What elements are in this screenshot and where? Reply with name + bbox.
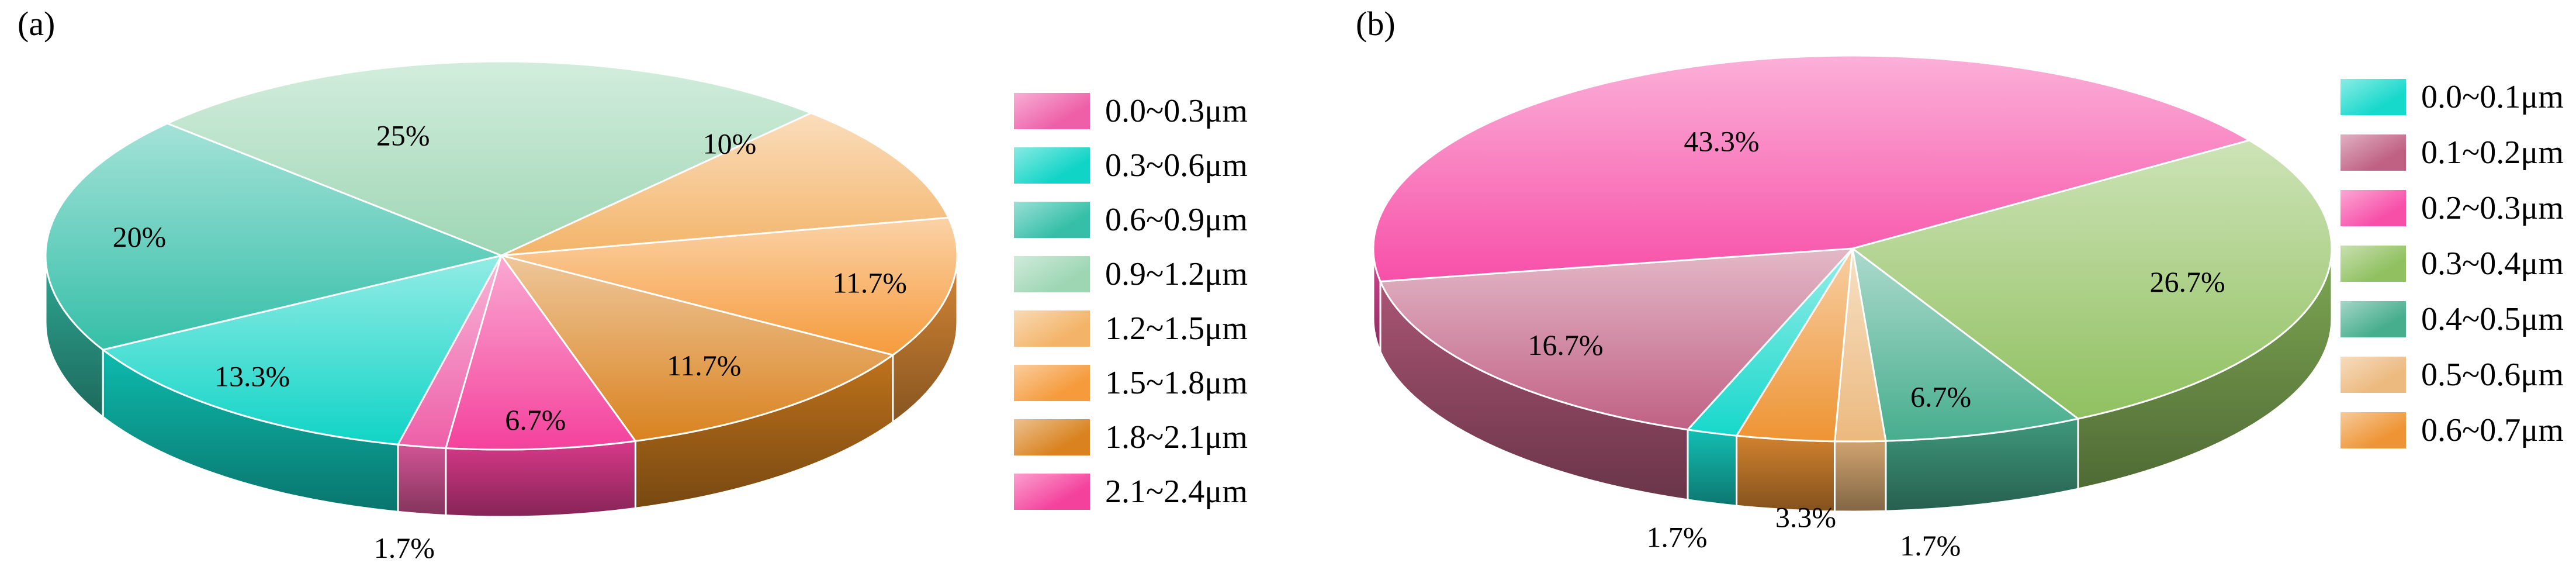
legend-item: 0.6~0.9μm: [1014, 192, 1248, 247]
pie-slice: [102, 254, 503, 446]
pie-slice: [1372, 54, 2250, 282]
legend-item: 0.5~0.6μm: [2340, 347, 2564, 402]
legend-a: 0.0~0.3μm 0.3~0.6μm 0.6~0.9μm 0.9~1.2μm 1.2~…: [1014, 84, 1248, 519]
legend-label: 0.5~0.6μm: [2421, 356, 2564, 393]
pie-slice-side: [1736, 434, 1836, 513]
legend-swatch: [1014, 473, 1090, 510]
legend-item: 0.0~0.3μm: [1014, 84, 1248, 138]
slice-label: 6.7%: [505, 403, 566, 436]
legend-label: 0.6~0.9μm: [1105, 201, 1248, 238]
legend-item: 0.0~0.1μm: [2340, 69, 2564, 125]
slice-label: 1.7%: [374, 531, 435, 564]
pie-slice: [445, 254, 636, 451]
pie-slice-side: [445, 440, 636, 518]
pie-slice: [500, 254, 894, 442]
legend-item: 0.2~0.3μm: [2340, 180, 2564, 236]
slice-label: 3.3%: [1775, 501, 1836, 534]
legend-label: 0.0~0.3μm: [1105, 92, 1248, 129]
legend-swatch: [2340, 412, 2406, 448]
legend-item: 0.1~0.2μm: [2340, 125, 2564, 180]
legend-item: 1.8~2.1μm: [1014, 410, 1248, 464]
legend-item: 1.5~1.8μm: [1014, 355, 1248, 410]
pie-slice: [1736, 247, 1854, 443]
pie-chart-b: 1.7% 16.7% 43.3% 26.7% 6.7% 1.7% 3.3%: [1372, 54, 2333, 562]
legend-swatch: [1014, 364, 1090, 401]
legend-swatch: [1014, 419, 1090, 455]
pie-slice-side: [397, 443, 447, 517]
legend-swatch: [1014, 310, 1090, 347]
legend-label: 0.3~0.6μm: [1105, 147, 1248, 184]
pie-slice: [500, 112, 950, 257]
legend-item: 0.9~1.2μm: [1014, 247, 1248, 301]
panel-a: (a) 1.7% 13.3% 20% 25% 10% 11.7% 11.7% 6.7% 0.0…: [18, 5, 1248, 564]
legend-label: 1.8~2.1μm: [1105, 419, 1248, 455]
slice-label: 10%: [703, 127, 757, 160]
pie-slice-side: [1687, 429, 1738, 507]
legend-item: 2.1~2.4μm: [1014, 464, 1248, 519]
legend-b: 0.0~0.1μm 0.1~0.2μm 0.2~0.3μm 0.3~0.4μm 0.4~…: [2340, 69, 2564, 458]
legend-item: 0.3~0.4μm: [2340, 236, 2564, 291]
legend-swatch: [2340, 245, 2406, 282]
legend-label: 0.4~0.5μm: [2421, 301, 2564, 337]
legend-label: 1.2~1.5μm: [1105, 310, 1248, 347]
legend-label: 0.2~0.3μm: [2421, 189, 2564, 226]
legend-swatch: [2340, 78, 2406, 115]
panel-a-label: (a): [18, 5, 56, 43]
legend-swatch: [2340, 301, 2406, 337]
legend-swatch: [1014, 147, 1090, 184]
legend-swatch: [1014, 92, 1090, 129]
pie-slice: [44, 122, 503, 351]
legend-item: 0.3~0.6μm: [1014, 138, 1248, 192]
legend-label: 0.6~0.7μm: [2421, 412, 2564, 448]
pie-slice: [1851, 139, 2333, 420]
legend-label: 0.1~0.2μm: [2421, 134, 2564, 171]
panel-b-label: (b): [1356, 5, 1396, 43]
legend-swatch: [1014, 255, 1090, 292]
legend-item: 1.2~1.5μm: [1014, 301, 1248, 355]
legend-label: 2.1~2.4μm: [1105, 473, 1248, 510]
slice-label: 20%: [113, 220, 167, 253]
legend-label: 0.9~1.2μm: [1105, 255, 1248, 292]
slice-label: 13.3%: [214, 360, 290, 393]
legend-swatch: [2340, 356, 2406, 393]
slice-label: 11.7%: [833, 266, 907, 299]
slice-label: 1.7%: [1646, 521, 1707, 554]
legend-label: 0.3~0.4μm: [2421, 245, 2564, 282]
slice-label: 16.7%: [1528, 329, 1603, 361]
slice-label: 1.7%: [1900, 529, 1961, 562]
pie-chart-a: 1.7% 13.3% 20% 25% 10% 11.7% 11.7% 6.7%: [44, 60, 958, 564]
legend-label: 1.5~1.8μm: [1105, 364, 1248, 401]
pie-slice: [166, 60, 812, 257]
slice-label: 43.3%: [1684, 125, 1759, 157]
legend-swatch: [1014, 201, 1090, 238]
pie-slice: [1851, 247, 2079, 442]
legend-item: 0.6~0.7μm: [2340, 402, 2564, 458]
pie-slice-side: [1834, 440, 1887, 513]
slice-label: 26.7%: [2150, 265, 2225, 298]
legend-swatch: [2340, 189, 2406, 226]
slice-label: 25%: [376, 119, 430, 151]
pie-slice: [500, 216, 958, 356]
legend-item: 0.4~0.5μm: [2340, 291, 2564, 347]
legend-label: 0.0~0.1μm: [2421, 78, 2564, 115]
panel-b: (b) 1.7% 16.7% 43.3% 26.7% 6.7% 1.7% 3.3% 0.0~…: [1338, 0, 2576, 587]
slice-label: 6.7%: [1910, 381, 1971, 413]
legend-swatch: [2340, 134, 2406, 171]
slice-label: 11.7%: [667, 349, 741, 382]
pie-slice: [1379, 247, 1854, 431]
